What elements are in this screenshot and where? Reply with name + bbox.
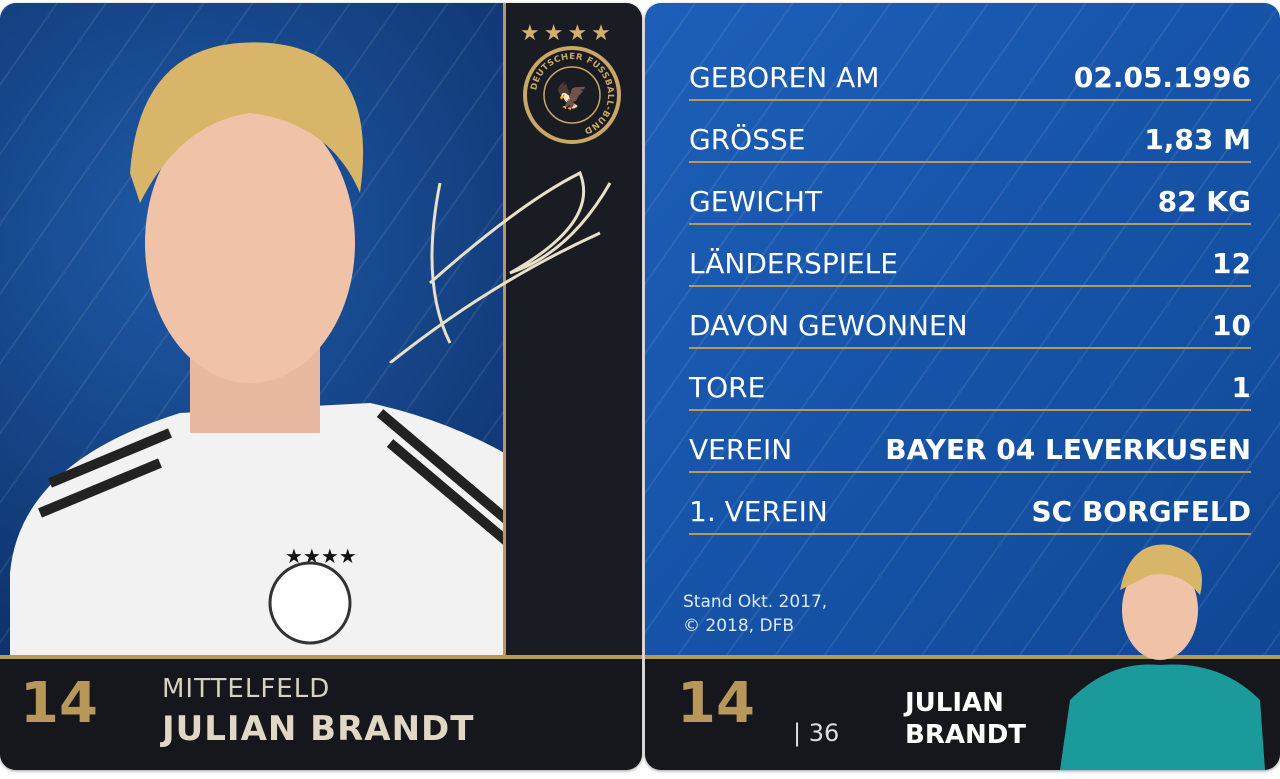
copyright-note: Stand Okt. 2017, © 2018, DFB — [683, 590, 827, 638]
stat-row: TORE 1 — [689, 365, 1251, 411]
dfb-eagle-icon: 🦅 — [556, 80, 588, 112]
stat-value: 82 KG — [1157, 184, 1251, 218]
stat-row: 1. VEREIN SC BORGFELD — [689, 489, 1251, 535]
stat-value: 1,83 M — [1144, 122, 1251, 156]
first-name: JULIAN — [905, 688, 1004, 718]
player-photo: ★★★★ — [10, 42, 630, 658]
stat-value: 1 — [1231, 370, 1251, 404]
stat-row: GRÖSSE 1,83 M — [689, 117, 1251, 163]
stat-row: DAVON GEWONNEN 10 — [689, 303, 1251, 349]
stat-label: GEBOREN AM — [689, 60, 880, 94]
stat-label: TORE — [689, 370, 766, 404]
last-name: BRANDT — [905, 720, 1027, 750]
signature — [389, 170, 612, 363]
stat-value: 12 — [1212, 246, 1251, 280]
dfb-crest: DEUTSCHER FUSSBALL-BUND 🦅 — [523, 46, 621, 144]
back-card: GEBOREN AM 02.05.1996 GRÖSSE 1,83 M GEWICHT 8… — [645, 3, 1280, 770]
stat-label: DAVON GEWONNEN — [689, 308, 968, 342]
jersey-number: 14 — [20, 671, 98, 736]
dfb-crest-icon — [268, 561, 352, 645]
player-name: JULIAN BRANDT — [905, 687, 1026, 751]
stat-row: LÄNDERSPIELE 12 — [689, 241, 1251, 287]
stat-value: 10 — [1212, 308, 1251, 342]
front-footer: 14 MITTELFELD JULIAN BRANDT — [0, 655, 642, 770]
stat-value: SC BORGFELD — [1031, 494, 1252, 528]
stat-row: VEREIN BAYER 04 LEVERKUSEN — [689, 427, 1251, 473]
stand-date: Stand Okt. 2017, — [683, 592, 828, 612]
stat-row: GEWICHT 82 KG — [689, 179, 1251, 225]
stat-row: GEBOREN AM 02.05.1996 — [689, 55, 1251, 101]
player-name: JULIAN BRANDT — [162, 709, 475, 749]
stars-icon: ★★★★ — [520, 21, 615, 46]
stat-value: BAYER 04 LEVERKUSEN — [885, 432, 1251, 466]
position: MITTELFELD — [162, 674, 331, 704]
stars-icon: ★★★★ — [285, 544, 357, 568]
stat-label: 1. VEREIN — [689, 494, 828, 528]
stat-value: 02.05.1996 — [1073, 60, 1251, 94]
player-thumbnail — [1060, 544, 1265, 770]
card-count: | 36 — [793, 719, 840, 747]
jersey-number: 14 — [677, 671, 755, 736]
front-card: ★★★★ ★★★★ DEUTSCHER FUSSBALL-BUND 🦅 14 M… — [0, 3, 642, 770]
stat-label: VEREIN — [689, 432, 793, 466]
stat-label: LÄNDERSPIELE — [689, 246, 898, 280]
stat-label: GEWICHT — [689, 184, 823, 218]
stat-label: GRÖSSE — [689, 122, 806, 156]
copyright: © 2018, DFB — [683, 616, 795, 636]
